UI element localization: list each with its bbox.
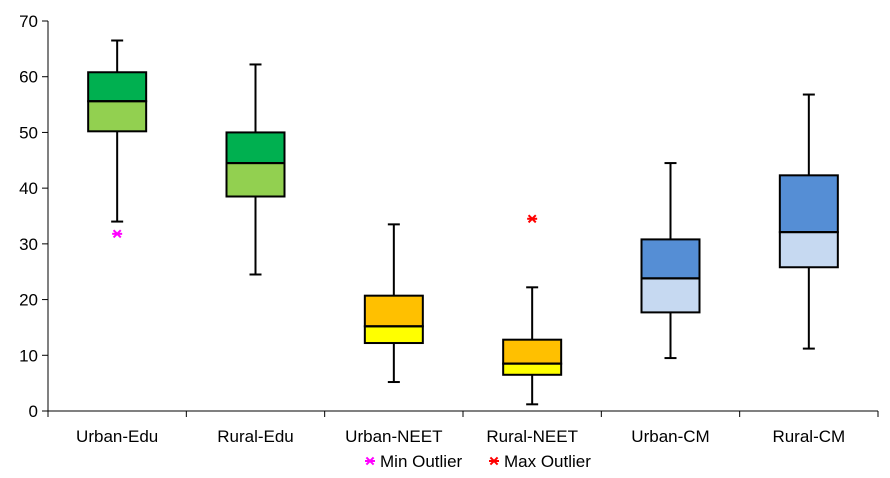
x-category-label: Rural-CM (772, 427, 845, 446)
legend-label: Min Outlier (380, 452, 463, 471)
box-upper-half (502, 338, 563, 365)
max-outlier-marker (527, 214, 538, 224)
box-upper-half (778, 174, 839, 234)
legend-label: Max Outlier (504, 452, 591, 471)
box-upper-half (640, 238, 701, 280)
box-lower-half (87, 100, 148, 133)
y-tick-label: 40 (19, 179, 38, 198)
boxes (87, 39, 839, 406)
box-lower-half (640, 277, 701, 314)
legend-asterisk-icon (489, 456, 499, 466)
box-lower-half (225, 162, 286, 198)
x-category-label: Urban-Edu (76, 427, 158, 446)
y-tick-label: 70 (19, 12, 38, 31)
y-tick-label: 0 (29, 402, 38, 421)
x-category-label: Urban-CM (631, 427, 709, 446)
y-axis: 0 10 20 30 40 50 60 70 (19, 12, 49, 421)
box-urban-neet (363, 223, 424, 384)
x-category-label: Rural-NEET (486, 427, 578, 446)
box-lower-half (502, 362, 563, 376)
x-axis: Urban-Edu Rural-Edu Urban-NEET Rural-NEET Ur… (47, 410, 879, 446)
y-tick-label: 30 (19, 235, 38, 254)
box-upper-half (225, 131, 286, 165)
min-outlier-marker (112, 229, 123, 239)
legend: Min Outlier Max Outlier (365, 452, 591, 471)
box-lower-half (363, 325, 424, 345)
box-rural-neet (502, 214, 563, 406)
box-rural-edu (225, 63, 286, 276)
y-tick-label: 20 (19, 291, 38, 310)
box-lower-half (778, 231, 839, 269)
x-category-label: Rural-Edu (217, 427, 294, 446)
x-category-label: Urban-NEET (345, 427, 442, 446)
y-tick-label: 10 (19, 346, 38, 365)
box-upper-half (363, 294, 424, 328)
box-urban-edu (87, 39, 148, 239)
y-tick-label: 50 (19, 123, 38, 142)
legend-asterisk-icon (365, 456, 375, 466)
box-urban-cm (640, 162, 701, 360)
legend-item-min-outlier: Min Outlier (365, 452, 463, 471)
box-upper-half (87, 71, 148, 103)
legend-item-max-outlier: Max Outlier (489, 452, 591, 471)
y-tick-label: 60 (19, 68, 38, 87)
box-rural-cm (778, 93, 839, 350)
